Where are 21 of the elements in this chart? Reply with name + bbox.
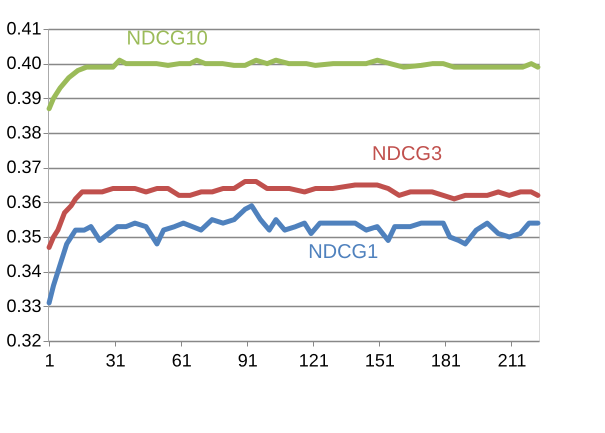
x-tick-label: 91: [238, 350, 258, 370]
x-tick-label: 151: [364, 350, 395, 370]
x-tick-label: 211: [498, 350, 526, 370]
y-tick-label: 0.35: [6, 226, 42, 246]
y-tick-label: 0.34: [6, 261, 42, 282]
y-tick-label: 0.32: [6, 330, 42, 350]
series-label: NDCG1: [308, 241, 378, 264]
x-tick-label: 121: [298, 350, 329, 370]
y-tick-label: 0.33: [6, 296, 42, 316]
x-tick-label: 61: [172, 350, 192, 370]
y-tick-label: 0.37: [6, 157, 42, 178]
y-tick-label: 0.40: [6, 53, 42, 74]
series-label: NDCG10: [126, 27, 208, 50]
y-tick-label: 0.38: [6, 122, 42, 142]
x-tick-label: 31: [106, 350, 126, 370]
y-tick-label: 0.36: [6, 192, 42, 212]
x-tick-label: 181: [430, 350, 461, 370]
y-tick-label: 0.41: [6, 18, 42, 38]
y-tick-label: 0.39: [6, 88, 42, 108]
x-tick-label: 1: [44, 350, 55, 370]
series-label: NDCG3: [372, 142, 442, 165]
